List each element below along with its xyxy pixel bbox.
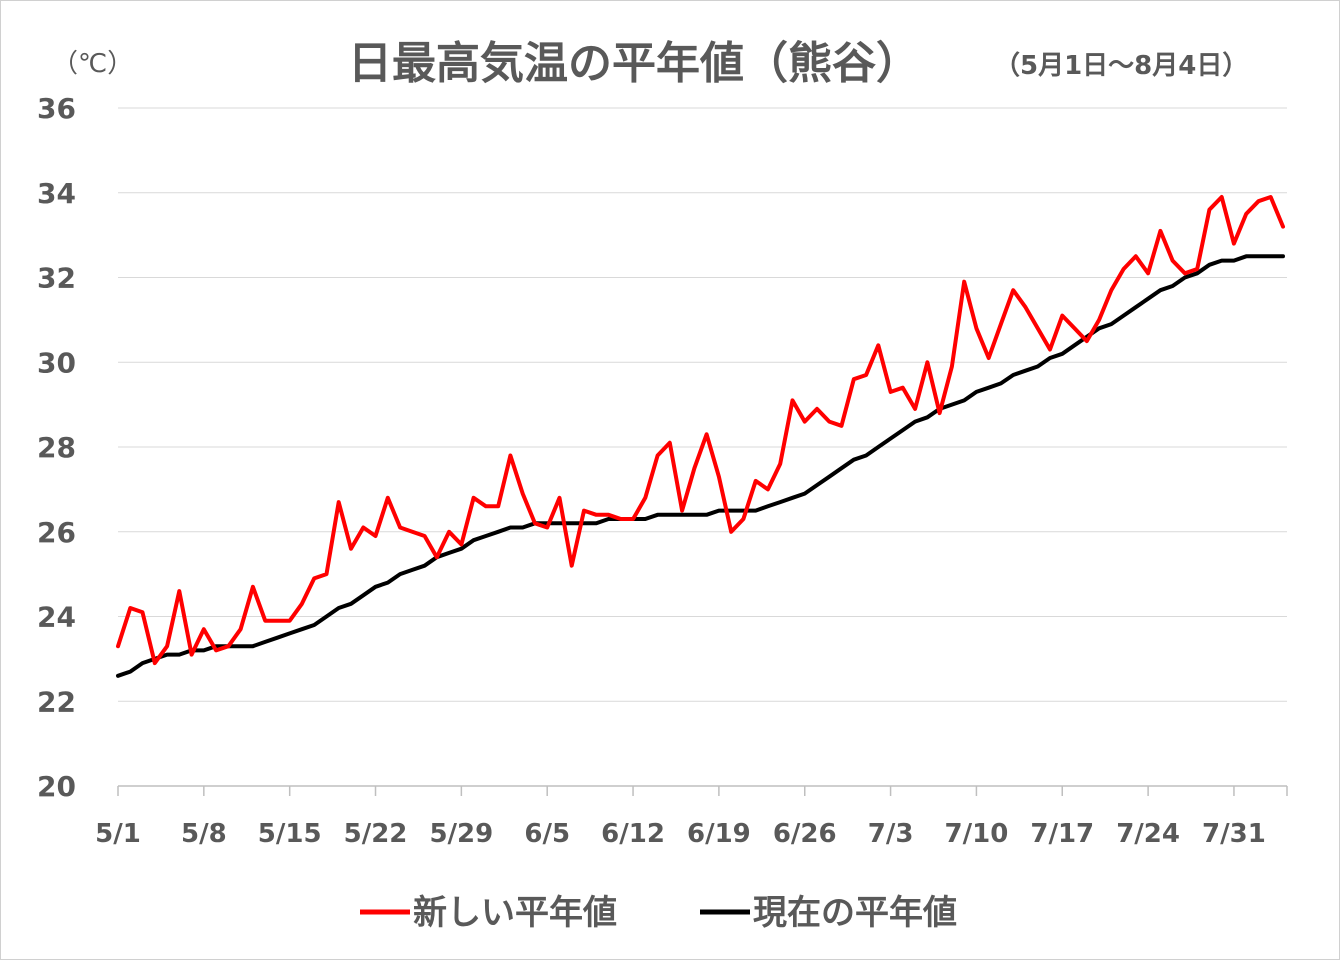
- y-tick-label: 24: [37, 601, 76, 634]
- x-tick-label: 7/31: [1202, 819, 1266, 849]
- legend-label-new-normal: 新しい平年値: [413, 893, 617, 933]
- x-tick-label: 6/26: [773, 819, 837, 849]
- x-tick-label: 7/17: [1030, 819, 1094, 849]
- x-tick-label: 7/24: [1116, 819, 1180, 849]
- series-lines: [116, 195, 1285, 678]
- y-tick-label: 28: [37, 431, 76, 464]
- x-tick-label: 7/10: [945, 819, 1009, 849]
- x-tick-label: 5/29: [429, 819, 493, 849]
- y-axis-unit-label: （℃）: [52, 49, 133, 79]
- gridlines: [118, 107, 1287, 702]
- x-tick-label: 5/15: [258, 819, 322, 849]
- y-tick-label: 26: [37, 516, 76, 549]
- x-tick-label: 6/12: [601, 819, 665, 849]
- legend-label-current-normal: 現在の平年値: [753, 893, 957, 933]
- y-tick-label: 36: [37, 92, 76, 125]
- y-tick-label: 32: [37, 262, 76, 295]
- x-tick-label: 6/5: [524, 819, 570, 849]
- y-tick-label: 34: [37, 177, 76, 210]
- chart-title: 日最高気温の平年値（熊谷）: [348, 38, 920, 89]
- x-tick-label: 7/3: [868, 819, 914, 849]
- axes: 20 22 24 26 28 30 32 34 36 5/1 5/8 5/15 5/22 5/29 6/5 6…: [37, 92, 1288, 849]
- y-tick-label: 30: [37, 346, 76, 379]
- y-tick-label: 20: [37, 770, 76, 803]
- y-tick-label: 22: [37, 685, 76, 718]
- legend: 新しい平年値 現在の平年値: [360, 893, 957, 933]
- x-tick-label: 5/8: [181, 819, 227, 849]
- series-line-current-normal: [116, 254, 1285, 678]
- x-tick-label: 5/22: [344, 819, 408, 849]
- x-tick-label: 6/19: [687, 819, 751, 849]
- x-tick-label: 5/1: [95, 819, 141, 849]
- chart-subtitle: （5月1日～8月4日）: [994, 51, 1248, 81]
- series-line-new-normal: [116, 195, 1285, 666]
